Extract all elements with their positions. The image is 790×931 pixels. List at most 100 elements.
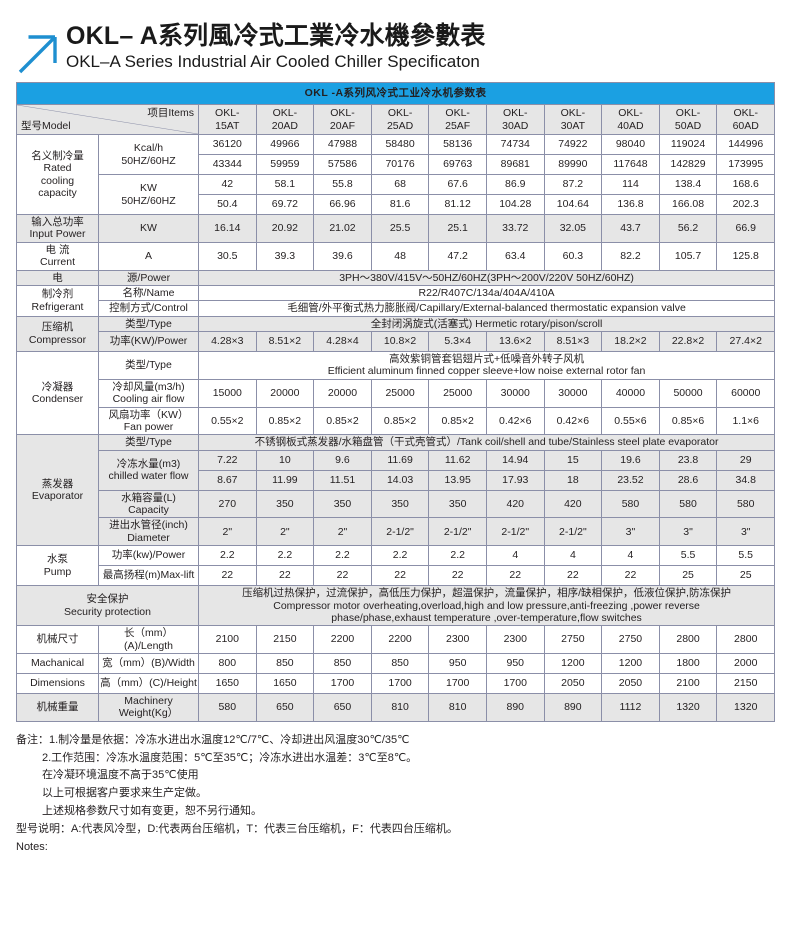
data-cell: 350 — [313, 489, 372, 519]
data-cell: 98040 — [601, 134, 660, 155]
data-cell: 810 — [370, 693, 430, 722]
data-cell: 125.8 — [716, 241, 776, 271]
data-cell: 69.72 — [255, 194, 315, 215]
data-cell: 1700 — [485, 673, 545, 694]
data-cell: 30000 — [543, 378, 603, 408]
data-cell: 25 — [716, 565, 776, 587]
table-row: 8.67 11.99 11.51 14.03 13.95 17.93 18 23.52 28.6… — [17, 469, 776, 491]
table-row: 冷凝器 Condenser 类型/Type 高效紫铜管套铝翅片式+低噪音外转子风机 Ef… — [16, 350, 776, 436]
data-cell: 30.5 — [198, 241, 257, 271]
data-cell: 68 — [370, 174, 430, 195]
arrow-up-right-icon — [18, 35, 57, 74]
data-cell: 8.51×2 — [255, 331, 315, 352]
section-label-refrigerant: 制冷剂 Refrigerant — [16, 284, 99, 317]
table-row: 压缩机 Compressor 类型/Type 全封闭涡旋式(活塞式) Hermetic… — [16, 315, 776, 353]
data-cell: 87.2 — [543, 174, 603, 195]
data-cell: 270 — [198, 489, 257, 519]
table-row: 蒸发器 Evaporator 类型/Type 不锈钢板式蒸发器/水箱盘管（干式壳管式）… — [16, 434, 776, 547]
data-cell: 43.7 — [601, 214, 660, 243]
data-cell: 2-1/2" — [370, 517, 430, 547]
item-label: Kcal/h 50HZ/60HZ — [98, 134, 199, 175]
note-line-4: 以上可根据客户要求来生产定做。 — [42, 787, 207, 800]
item-label: KW — [98, 214, 199, 243]
table-row: 控制方式/Control 毛细管/外平衡式热力膨胀阀/Capillary/Exte… — [17, 300, 776, 317]
item-label: 控制方式/Control — [98, 300, 199, 317]
data-cell: 2750 — [543, 625, 603, 654]
data-cell: 42 — [198, 174, 257, 195]
data-cell: 7.22 — [198, 449, 257, 471]
data-cell: 2000 — [716, 653, 776, 674]
data-cell: 4 — [485, 545, 545, 567]
item-label: Machinery Weight(Kg） — [98, 693, 199, 722]
data-cell: 580 — [658, 489, 718, 519]
data-cell: 39.3 — [255, 241, 315, 271]
table-row: 风扇功率（KW） Fan power 0.55×2 0.85×2 0.85×2 0.85×… — [17, 406, 776, 436]
model-header-3: OKL- 20AF — [313, 104, 372, 135]
item-label: 风扇功率（KW） Fan power — [98, 406, 199, 436]
spanned-value: 压缩机过热保护，过流保护，高低压力保护，超温保护，流量保护，相序/缺相保护，低液… — [197, 585, 776, 627]
data-cell: 43344 — [198, 154, 257, 175]
data-cell: 2200 — [313, 625, 372, 654]
data-cell: 66.9 — [716, 214, 776, 243]
data-cell: 104.64 — [543, 194, 603, 215]
data-cell: 4 — [601, 545, 660, 567]
data-cell: 1200 — [601, 653, 660, 674]
data-cell: 50.4 — [198, 194, 257, 215]
table-row: 名义制冷量 Rated cooling capacity Kcal/h 50HZ/60HZ… — [16, 134, 776, 215]
model-header-6: OKL- 30AD — [485, 104, 545, 135]
data-cell: 39.6 — [313, 241, 372, 271]
data-cell: 0.85×6 — [658, 406, 718, 436]
item-label: 冷冻水量(m3) chilled water flow — [98, 449, 199, 491]
data-cell: 67.6 — [428, 174, 487, 195]
data-cell: 29 — [716, 449, 776, 471]
data-cell: 14.94 — [485, 449, 545, 471]
item-label: 最高扬程(m)Max-lift — [98, 565, 199, 587]
spanned-value: 不锈钢板式蒸发器/水箱盘管（干式壳管式）/Tank coil/shell and… — [197, 434, 776, 451]
section-label-power-supply: 电 — [16, 269, 99, 286]
data-cell: 1112 — [601, 693, 660, 722]
data-cell: 23.8 — [658, 449, 718, 471]
note-line-7: Notes: — [16, 840, 48, 853]
model-header-9: OKL- 50AD — [658, 104, 718, 135]
data-cell: 2800 — [716, 625, 776, 654]
data-cell: 2-1/2" — [428, 517, 487, 547]
item-label: 名称/Name — [98, 284, 199, 302]
item-label: 宽（mm）(B)/Width — [98, 653, 199, 674]
data-cell: 3" — [658, 517, 718, 547]
data-cell: 119024 — [658, 134, 718, 155]
note-line-6: 型号说明：A:代表风冷型，D:代表两台压缩机，T：代表三台压缩机，F：代表四台压… — [16, 822, 458, 835]
table-row: KW 50HZ/60HZ 42 58.1 55.8 68 67.6 86.9 87.2 114 13… — [17, 174, 776, 215]
data-cell: 1200 — [543, 653, 603, 674]
data-cell: 0.55×2 — [198, 406, 257, 436]
data-cell: 1700 — [313, 673, 372, 694]
data-cell: 650 — [255, 693, 315, 722]
table-row: 电 流 Current A 30.5 39.3 39.6 48 47.2 63.4 60.3 82.… — [16, 241, 776, 271]
data-cell: 25000 — [370, 378, 430, 408]
table-row: 安全保护 Security protection 压缩机过热保护，过流保护，高低压力… — [16, 585, 776, 627]
data-cell: 117648 — [601, 154, 660, 175]
data-cell: 5.5 — [716, 545, 776, 567]
data-cell: 33.72 — [485, 214, 545, 243]
item-label: 高（mm）(C)/Height — [98, 673, 199, 694]
data-cell: 60.3 — [543, 241, 603, 271]
data-cell: 2050 — [543, 673, 603, 694]
data-cell: 0.85×2 — [313, 406, 372, 436]
data-cell: 10 — [255, 449, 315, 471]
data-cell: 28.6 — [658, 469, 718, 491]
data-cell: 950 — [428, 653, 487, 674]
data-cell: 1800 — [658, 653, 718, 674]
data-cell: 60000 — [716, 378, 776, 408]
table-row: 最高扬程(m)Max-lift 22 22 22 22 22 22 22 22 25 25 — [17, 565, 776, 587]
data-cell: 19.6 — [601, 449, 660, 471]
data-cell: 0.85×2 — [255, 406, 315, 436]
section-label-condenser: 冷凝器 Condenser — [16, 350, 99, 436]
data-cell: 47.2 — [428, 241, 487, 271]
spanned-value: 全封闭涡旋式(活塞式) Hermetic rotary/pison/scroll — [197, 315, 776, 333]
item-label: 进出水管径(inch) Diameter — [98, 517, 199, 547]
data-cell: 15 — [543, 449, 603, 471]
data-cell: 350 — [255, 489, 315, 519]
data-cell: 202.3 — [716, 194, 776, 215]
table-row: 制冷剂 Refrigerant 名称/Name R22/R407C/134a/404A… — [16, 284, 776, 317]
item-label: 源/Power — [98, 269, 199, 286]
data-cell: 950 — [485, 653, 545, 674]
